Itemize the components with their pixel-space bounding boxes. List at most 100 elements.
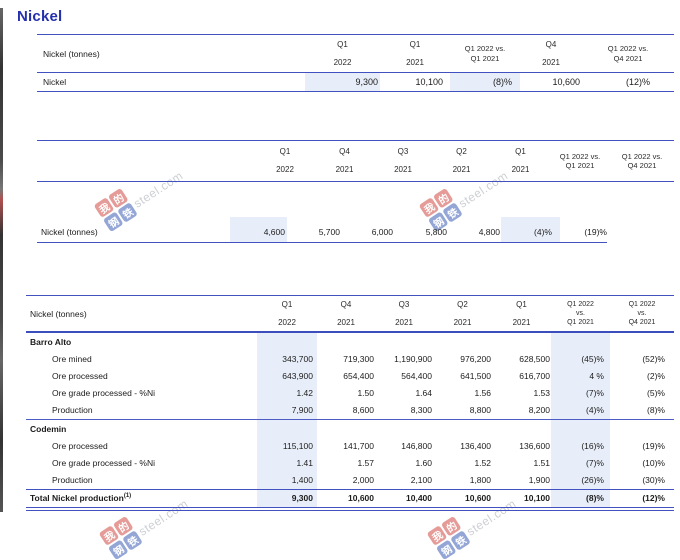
table3-header-row: Nickel (tonnes) Q1 2022 Q4 2021 Q3 2021 … (26, 295, 674, 333)
cell (610, 420, 674, 437)
watermark-tiles: 我 的 钢 铁 (426, 515, 471, 560)
cell: 9,300 (257, 489, 317, 508)
cell: 616,700 (519, 370, 550, 381)
cell: 4 % (551, 367, 610, 385)
column-header-q1v-q4: Q1 2022 vs. Q4 2021 (628, 301, 656, 326)
watermark-stamp: 我 的 钢 铁 steel.com (98, 496, 191, 560)
cell (433, 420, 492, 437)
cell: 1.51 (533, 457, 550, 468)
cell (375, 333, 433, 350)
cell (551, 333, 610, 351)
cell: 719,300 (343, 353, 374, 364)
cell: 10,600 (465, 493, 491, 504)
cell: 654,400 (343, 370, 374, 381)
cell: (2)% (647, 370, 665, 381)
cell: 5,700 (318, 227, 340, 237)
column-header-q1-2022: Q1 2022 (278, 299, 296, 327)
cell: (7)% (551, 454, 610, 472)
cell: 10,400 (406, 493, 432, 504)
cell (551, 419, 610, 438)
section-header-row: Barro Alto (26, 333, 674, 351)
table-row: Ore processed 643,900 654,400 564,400 64… (26, 367, 674, 385)
cell: 1.64 (415, 388, 432, 399)
table-row: Nickel (tonnes) 4,600 5,700 6,000 5,800 … (37, 217, 674, 243)
table2-bottom-border (37, 241, 607, 243)
cell: (5)% (647, 388, 665, 399)
section-codemin: Codemin Ore processed 115,100 141,700 14… (26, 418, 674, 489)
cell: 10,100 (415, 76, 443, 87)
cell: 564,400 (401, 370, 432, 381)
nickel-summary-table: Nickel (tonnes) Q1 2022 Q1 2021 Q1 2022 … (37, 34, 674, 92)
nickel-quarterly-table: Q1 2022 Q4 2021 Q3 2021 Q2 2021 Q1 2021 … (37, 140, 674, 243)
cell: 136,600 (519, 440, 550, 451)
column-header-q3-2021: Q3 2021 (394, 147, 412, 174)
cell: 1.57 (357, 457, 374, 468)
cell: (19)% (642, 440, 665, 451)
table-row: Production 1,400 2,000 2,100 1,800 1,900… (26, 471, 674, 489)
page-title: Nickel (17, 8, 63, 25)
row-label: Nickel (tonnes) (41, 227, 98, 237)
cell: (7)% (551, 384, 610, 402)
cell: 1.53 (533, 388, 550, 399)
watermark-tiles: 我 的 钢 铁 (98, 515, 143, 560)
cell: (4)% (501, 217, 560, 243)
section-header-row: Codemin (26, 419, 674, 438)
cell: 1,800 (469, 475, 491, 486)
cell: 4,800 (478, 227, 500, 237)
row-label: Nickel (43, 76, 67, 87)
column-header-q1-2021: Q1 2021 (512, 299, 531, 327)
column-header-q1v-q1: Q1 2022 vs. Q1 2021 (559, 151, 601, 171)
total-label: Total Nickel production(1) (26, 493, 257, 503)
cell (610, 333, 674, 350)
column-header-q1-2022: Q1 2022 (276, 147, 294, 174)
column-header-q1-2021: Q1 2021 (406, 39, 424, 67)
table-row: Ore grade processed - %Ni 1.42 1.50 1.64… (26, 384, 674, 402)
cell: 1,190,900 (394, 353, 432, 364)
row-label: Production (52, 475, 93, 486)
total-row: Total Nickel production(1) 9,300 10,600 … (26, 488, 674, 509)
cell: (10)% (642, 457, 665, 468)
cell: 4,600 (230, 217, 287, 243)
cell: (45)% (551, 350, 610, 368)
row-label: Production (52, 405, 93, 416)
cell: 2,100 (410, 475, 432, 486)
cell (317, 420, 375, 437)
total-label-text: Total Nickel production (30, 493, 124, 504)
column-header-q2-2021: Q2 2021 (453, 299, 472, 327)
cell: 10,100 (524, 493, 550, 504)
cell: 1.56 (474, 388, 491, 399)
cell: 8,300 (410, 405, 432, 416)
footnote-marker: (1) (123, 493, 132, 500)
row-label: Ore grade processed - %Ni (52, 388, 155, 399)
cell: 115,100 (257, 437, 317, 455)
cell: 8,800 (469, 405, 491, 416)
cell: 6,000 (371, 227, 393, 237)
cell: 5,800 (425, 227, 447, 237)
cell: 146,800 (401, 440, 432, 451)
cell: (4)% (551, 401, 610, 419)
cell: 1,400 (257, 471, 317, 489)
cell (433, 333, 492, 350)
column-header-q1-2021: Q1 2021 (511, 147, 530, 174)
table-row: Production 7,900 8,600 8,300 8,800 8,200… (26, 401, 674, 419)
cell (317, 333, 375, 350)
cell: (19)% (584, 227, 607, 237)
row-label: Ore grade processed - %Ni (52, 457, 155, 468)
section-header: Barro Alto (30, 336, 72, 347)
column-header-q1v-q1: Q1 2022 vs. Q1 2021 (464, 44, 506, 63)
cell: 10,600 (552, 76, 580, 87)
cell: 1.60 (415, 457, 432, 468)
section-barro-alto: Barro Alto Ore mined 343,700 719,300 1,1… (26, 333, 674, 419)
table-row: Ore processed 115,100 141,700 146,800 13… (26, 437, 674, 455)
cell: 641,500 (460, 370, 491, 381)
cell: 1.42 (257, 384, 317, 402)
cell: 7,900 (257, 401, 317, 419)
cell: 1.52 (474, 457, 491, 468)
cell (492, 333, 551, 350)
cell: 343,700 (257, 350, 317, 368)
cell: (12)% (642, 493, 665, 504)
cell: 1,900 (528, 475, 550, 486)
table3-bottom-double-border (26, 509, 674, 511)
cell (492, 420, 551, 437)
page-edge-artifact (0, 8, 3, 512)
